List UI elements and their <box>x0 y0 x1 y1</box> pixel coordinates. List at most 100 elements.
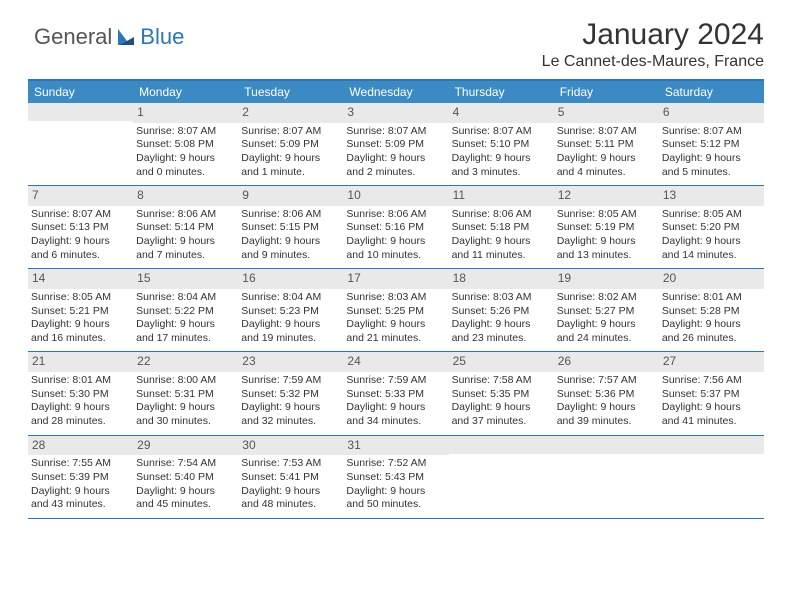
sunset-line: Sunset: 5:32 PM <box>241 388 340 402</box>
day-number: 14 <box>28 269 133 289</box>
day-number: 17 <box>343 269 448 289</box>
daylight-line: Daylight: 9 hours and 9 minutes. <box>241 235 340 262</box>
daylight-line: Daylight: 9 hours and 3 minutes. <box>452 152 551 179</box>
daylight-line: Daylight: 9 hours and 6 minutes. <box>31 235 130 262</box>
sunrise-line: Sunrise: 7:58 AM <box>452 374 551 388</box>
weekday-thursday: Thursday <box>449 81 554 103</box>
sunrise-line: Sunrise: 8:06 AM <box>346 208 445 222</box>
day-number: 4 <box>449 103 554 123</box>
daylight-line: Daylight: 9 hours and 48 minutes. <box>241 485 340 512</box>
sunset-line: Sunset: 5:30 PM <box>31 388 130 402</box>
day-cell: 14Sunrise: 8:05 AMSunset: 5:21 PMDayligh… <box>28 269 133 351</box>
calendar-table: Sunday Monday Tuesday Wednesday Thursday… <box>28 79 764 519</box>
daylight-line: Daylight: 9 hours and 39 minutes. <box>557 401 656 428</box>
day-cell <box>28 103 133 185</box>
day-number: 22 <box>133 352 238 372</box>
sunset-line: Sunset: 5:41 PM <box>241 471 340 485</box>
day-cell: 21Sunrise: 8:01 AMSunset: 5:30 PMDayligh… <box>28 352 133 434</box>
day-cell <box>554 436 659 518</box>
sunrise-line: Sunrise: 7:54 AM <box>136 457 235 471</box>
day-cell: 25 Sunrise: 7:58 AMSunset: 5:35 PMDayligh… <box>449 352 554 434</box>
day-cell: 10Sunrise: 8:06 AMSunset: 5:16 PMDayligh… <box>343 186 448 268</box>
daylight-line: Daylight: 9 hours and 5 minutes. <box>662 152 761 179</box>
day-cell: 23Sunrise: 7:59 AMSunset: 5:32 PMDayligh… <box>238 352 343 434</box>
sunset-line: Sunset: 5:15 PM <box>241 221 340 235</box>
sunrise-line: Sunrise: 8:00 AM <box>136 374 235 388</box>
day-cell: 11Sunrise: 8:06 AMSunset: 5:18 PMDayligh… <box>449 186 554 268</box>
sunrise-line: Sunrise: 7:57 AM <box>557 374 656 388</box>
sunrise-line: Sunrise: 8:04 AM <box>136 291 235 305</box>
sunset-line: Sunset: 5:35 PM <box>452 388 551 402</box>
sunset-line: Sunset: 5:19 PM <box>557 221 656 235</box>
daylight-line: Daylight: 9 hours and 28 minutes. <box>31 401 130 428</box>
sunrise-line: Sunrise: 7:59 AM <box>241 374 340 388</box>
day-cell: 15Sunrise: 8:04 AMSunset: 5:22 PMDayligh… <box>133 269 238 351</box>
week-row: 7Sunrise: 8:07 AMSunset: 5:13 PMDaylight… <box>28 186 764 269</box>
sunset-line: Sunset: 5:20 PM <box>662 221 761 235</box>
sunset-line: Sunset: 5:27 PM <box>557 305 656 319</box>
daylight-line: Daylight: 9 hours and 2 minutes. <box>346 152 445 179</box>
sunset-line: Sunset: 5:28 PM <box>662 305 761 319</box>
day-cell: 20Sunrise: 8:01 AMSunset: 5:28 PMDayligh… <box>659 269 764 351</box>
day-number: 30 <box>238 436 343 456</box>
day-number: 1 <box>133 103 238 123</box>
daylight-line: Daylight: 9 hours and 26 minutes. <box>662 318 761 345</box>
sunrise-line: Sunrise: 7:55 AM <box>31 457 130 471</box>
sunrise-line: Sunrise: 8:06 AM <box>452 208 551 222</box>
day-cell: 2Sunrise: 8:07 AMSunset: 5:09 PMDaylight… <box>238 103 343 185</box>
day-number: 26 <box>554 352 659 372</box>
day-cell: 3Sunrise: 8:07 AMSunset: 5:09 PMDaylight… <box>343 103 448 185</box>
daylight-line: Daylight: 9 hours and 50 minutes. <box>346 485 445 512</box>
daylight-line: Daylight: 9 hours and 45 minutes. <box>136 485 235 512</box>
header-right: January 2024 Le Cannet-des-Maures, Franc… <box>542 18 764 71</box>
weekday-header-row: Sunday Monday Tuesday Wednesday Thursday… <box>28 81 764 103</box>
daylight-line: Daylight: 9 hours and 41 minutes. <box>662 401 761 428</box>
day-cell: 29Sunrise: 7:54 AMSunset: 5:40 PMDayligh… <box>133 436 238 518</box>
sunset-line: Sunset: 5:16 PM <box>346 221 445 235</box>
sunrise-line: Sunrise: 8:06 AM <box>241 208 340 222</box>
day-cell: 18Sunrise: 8:03 AMSunset: 5:26 PMDayligh… <box>449 269 554 351</box>
weekday-tuesday: Tuesday <box>238 81 343 103</box>
sunset-line: Sunset: 5:21 PM <box>31 305 130 319</box>
day-number: 9 <box>238 186 343 206</box>
day-number: 3 <box>343 103 448 123</box>
day-number: 27 <box>659 352 764 372</box>
sunrise-line: Sunrise: 8:07 AM <box>346 125 445 139</box>
sunset-line: Sunset: 5:26 PM <box>452 305 551 319</box>
day-cell: 9 Sunrise: 8:06 AMSunset: 5:15 PMDaylight… <box>238 186 343 268</box>
sunrise-line: Sunrise: 8:01 AM <box>31 374 130 388</box>
daylight-line: Daylight: 9 hours and 4 minutes. <box>557 152 656 179</box>
day-number: 25 <box>449 352 554 372</box>
daylight-line: Daylight: 9 hours and 21 minutes. <box>346 318 445 345</box>
daylight-line: Daylight: 9 hours and 1 minute. <box>241 152 340 179</box>
day-cell: 31Sunrise: 7:52 AMSunset: 5:43 PMDayligh… <box>343 436 448 518</box>
day-number: 31 <box>343 436 448 456</box>
week-row: 21Sunrise: 8:01 AMSunset: 5:30 PMDayligh… <box>28 352 764 435</box>
day-number: 6 <box>659 103 764 123</box>
day-cell: 17Sunrise: 8:03 AMSunset: 5:25 PMDayligh… <box>343 269 448 351</box>
sunset-line: Sunset: 5:14 PM <box>136 221 235 235</box>
sunset-line: Sunset: 5:31 PM <box>136 388 235 402</box>
day-cell: 5Sunrise: 8:07 AMSunset: 5:11 PMDaylight… <box>554 103 659 185</box>
sunset-line: Sunset: 5:33 PM <box>346 388 445 402</box>
daylight-line: Daylight: 9 hours and 43 minutes. <box>31 485 130 512</box>
day-number: 11 <box>449 186 554 206</box>
day-cell: 1Sunrise: 8:07 AMSunset: 5:08 PMDaylight… <box>133 103 238 185</box>
sunrise-line: Sunrise: 8:07 AM <box>557 125 656 139</box>
sunset-line: Sunset: 5:25 PM <box>346 305 445 319</box>
sunset-line: Sunset: 5:08 PM <box>136 138 235 152</box>
sunset-line: Sunset: 5:13 PM <box>31 221 130 235</box>
sunset-line: Sunset: 5:18 PM <box>452 221 551 235</box>
day-cell: 26Sunrise: 7:57 AMSunset: 5:36 PMDayligh… <box>554 352 659 434</box>
day-number: 7 <box>28 186 133 206</box>
page-root: General Blue January 2024 Le Cannet-des-… <box>0 0 792 519</box>
sunset-line: Sunset: 5:40 PM <box>136 471 235 485</box>
daylight-line: Daylight: 9 hours and 30 minutes. <box>136 401 235 428</box>
daylight-line: Daylight: 9 hours and 37 minutes. <box>452 401 551 428</box>
daylight-line: Daylight: 9 hours and 13 minutes. <box>557 235 656 262</box>
sunrise-line: Sunrise: 8:07 AM <box>136 125 235 139</box>
day-cell: 13Sunrise: 8:05 AMSunset: 5:20 PMDayligh… <box>659 186 764 268</box>
day-cell: 22 Sunrise: 8:00 AMSunset: 5:31 PMDayligh… <box>133 352 238 434</box>
day-number: 12 <box>554 186 659 206</box>
day-cell: 19Sunrise: 8:02 AMSunset: 5:27 PMDayligh… <box>554 269 659 351</box>
